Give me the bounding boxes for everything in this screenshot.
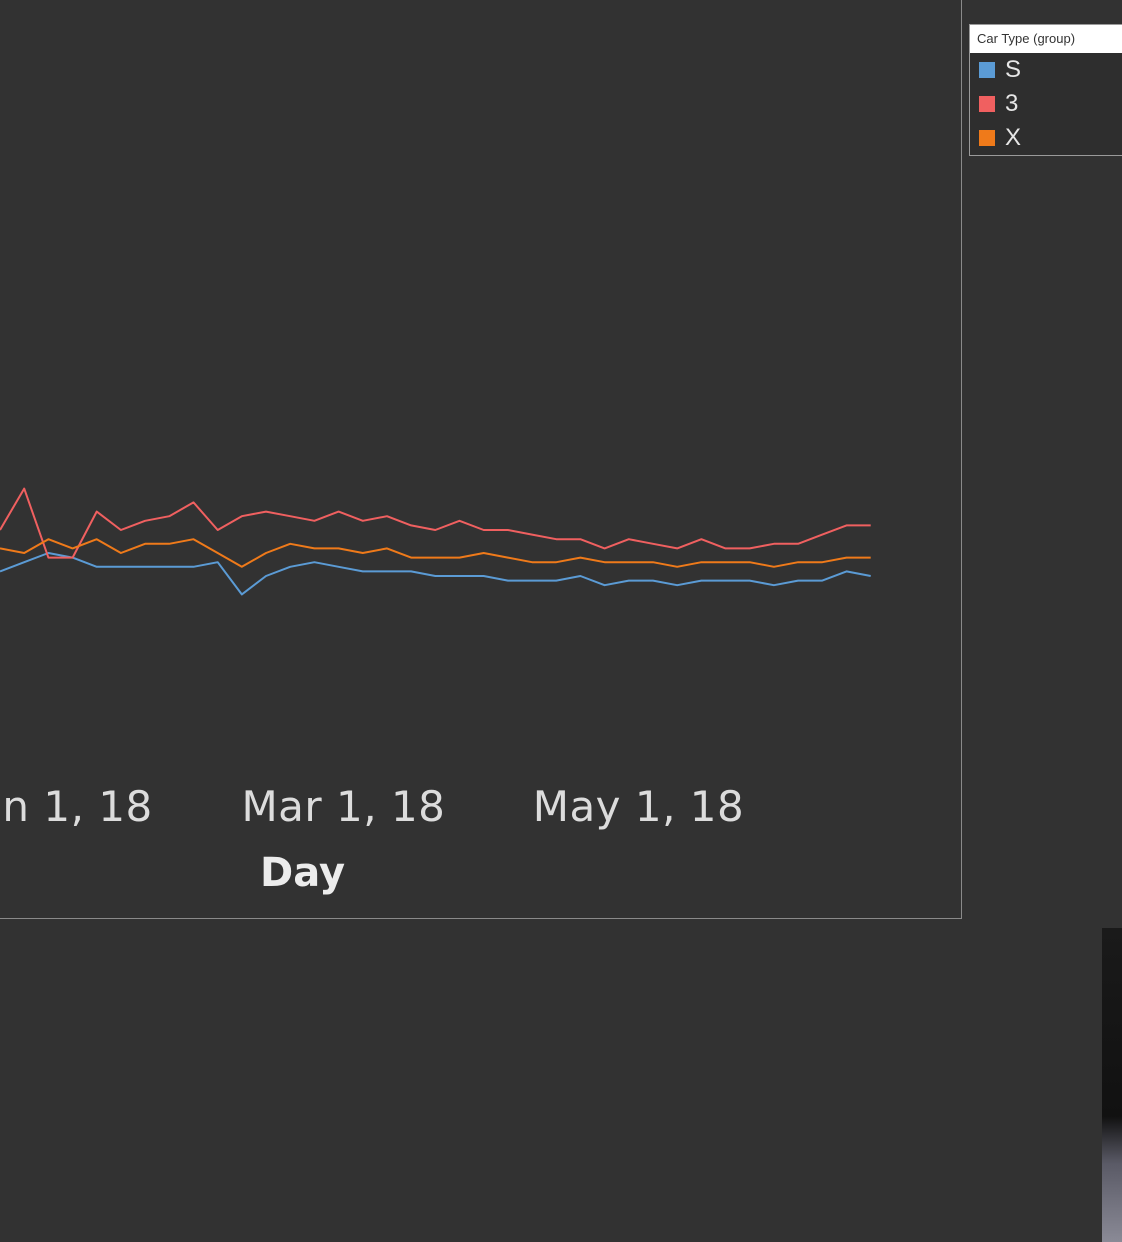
series-line-X[interactable] xyxy=(0,538,871,568)
series-line-3[interactable] xyxy=(0,487,871,559)
legend-item[interactable]: X xyxy=(970,121,1122,155)
legend-title: Car Type (group) xyxy=(970,25,1122,53)
legend-item[interactable]: 3 xyxy=(970,87,1122,121)
x-tick-label: Mar 1, 18 xyxy=(241,782,446,831)
x-tick-label: May 1, 18 xyxy=(532,782,745,831)
presenter-video-overlay xyxy=(1102,928,1122,1242)
legend-item[interactable]: S xyxy=(970,53,1122,87)
legend-swatch xyxy=(979,62,995,78)
line-chart xyxy=(0,487,871,596)
legend-label: S xyxy=(1005,56,1022,83)
legend-label: X xyxy=(1005,124,1022,151)
series-line-S[interactable] xyxy=(0,552,871,596)
legend[interactable]: Car Type (group) S 3 X xyxy=(969,24,1122,156)
legend-swatch xyxy=(979,130,995,146)
legend-label: 3 xyxy=(1005,90,1019,117)
x-axis-title: Day xyxy=(260,850,346,896)
legend-swatch xyxy=(979,96,995,112)
x-tick-label: Jan 1, 18 xyxy=(0,782,153,831)
chart-frame: Jan 1, 18 Mar 1, 18 May 1, 18 Day xyxy=(0,0,962,919)
